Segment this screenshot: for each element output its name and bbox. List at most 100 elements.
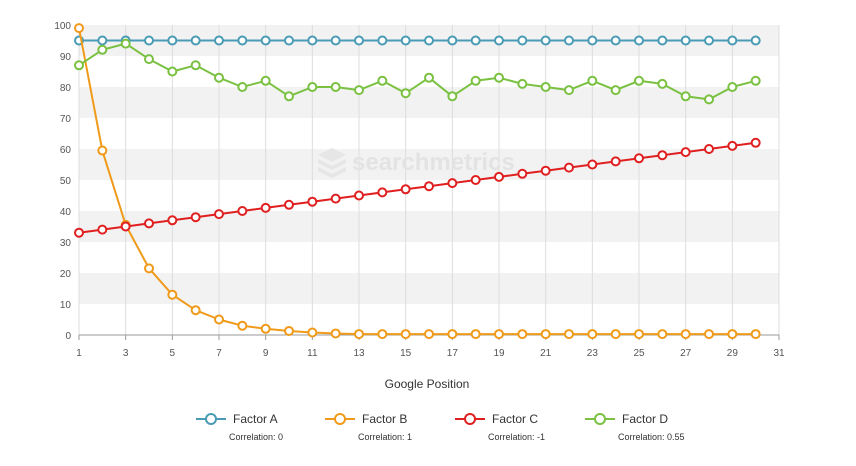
legend: Factor A Correlation: 0 Factor B Correlatio… <box>196 412 685 442</box>
data-point-factor-d <box>447 91 458 102</box>
legend-correlation: Correlation: 0 <box>229 432 283 442</box>
x-tick-label: 21 <box>540 348 552 359</box>
y-tick-label: 0 <box>65 331 71 342</box>
y-tick-label: 10 <box>60 300 72 311</box>
data-point-factor-d <box>377 75 388 86</box>
data-point-factor-a <box>634 35 644 46</box>
data-point-factor-d <box>540 82 551 92</box>
legend-item-factor-a[interactable]: Factor A Correlation: 0 <box>196 412 283 442</box>
x-tick-label: 27 <box>680 348 692 359</box>
data-point-factor-c <box>237 206 248 216</box>
data-point-factor-d <box>587 75 598 86</box>
data-point-factor-d <box>144 54 154 65</box>
searchmetrics-watermark: searchmetrics <box>318 148 515 178</box>
data-point-factor-a <box>284 35 294 46</box>
data-point-factor-b <box>307 327 318 338</box>
data-point-factor-d <box>354 85 364 96</box>
data-point-factor-a <box>494 35 504 46</box>
data-point-factor-c <box>354 190 364 201</box>
data-point-factor-b <box>610 329 621 340</box>
data-point-factor-b <box>214 314 224 325</box>
data-point-factor-a <box>214 35 224 46</box>
x-tick-label: 17 <box>447 348 459 359</box>
x-tick-label: 19 <box>493 348 505 359</box>
data-point-factor-d <box>657 78 668 89</box>
data-point-factor-c <box>260 202 271 213</box>
data-point-factor-c <box>634 153 644 164</box>
x-tick-label: 9 <box>263 348 269 359</box>
data-point-factor-c <box>400 184 411 195</box>
data-point-factor-d <box>494 72 504 83</box>
legend-label: Factor C <box>492 412 538 426</box>
data-point-factor-d <box>74 60 84 71</box>
data-point-factor-a <box>470 35 481 46</box>
data-point-factor-d <box>97 44 108 55</box>
y-tick-label: 20 <box>60 269 72 280</box>
data-point-factor-b <box>470 329 481 340</box>
legend-item-factor-b[interactable]: Factor B Correlation: 1 <box>325 412 412 442</box>
data-point-factor-b <box>564 329 574 340</box>
data-point-factor-d <box>704 94 714 105</box>
data-point-factor-b <box>704 329 714 340</box>
legend-swatch-marker <box>334 413 346 425</box>
data-point-factor-b <box>680 329 691 340</box>
data-point-factor-a <box>190 35 201 46</box>
grid-band <box>79 87 779 118</box>
x-axis-title: Google Position <box>385 377 470 391</box>
x-tick-label: 7 <box>216 348 222 359</box>
data-point-factor-b <box>97 145 108 156</box>
x-axis-ticks: 1 3 5 7 9 11 13 15 17 19 21 23 25 27 29 31 <box>76 335 785 359</box>
legend-label: Factor D <box>622 412 668 426</box>
legend-correlation: Correlation: 0.55 <box>618 432 685 442</box>
grid-band <box>79 273 779 304</box>
data-point-factor-b <box>167 289 178 300</box>
data-point-factor-c <box>564 162 574 173</box>
data-point-factor-a <box>237 35 248 46</box>
data-point-factor-b <box>144 263 154 274</box>
data-point-factor-b <box>587 329 598 340</box>
x-tick-label: 11 <box>307 348 318 359</box>
data-point-factor-c <box>307 196 318 207</box>
data-point-factor-b <box>400 329 411 340</box>
data-point-factor-a <box>680 35 691 46</box>
series-group <box>74 23 761 340</box>
data-point-factor-a <box>377 35 388 46</box>
watermark-text: searchmetrics <box>352 149 515 176</box>
x-tick-label: 1 <box>76 348 82 359</box>
y-tick-label: 80 <box>60 83 72 94</box>
data-point-factor-c <box>610 156 621 167</box>
data-point-factor-a <box>307 35 318 46</box>
series-factor-c <box>74 137 761 238</box>
data-point-factor-a <box>704 35 714 46</box>
data-point-factor-c <box>680 147 691 158</box>
legend-item-factor-d[interactable]: Factor D Correlation: 0.55 <box>585 412 685 442</box>
data-point-factor-c <box>214 209 224 220</box>
data-point-factor-d <box>214 72 224 83</box>
data-point-factor-a <box>447 35 458 46</box>
data-point-factor-c <box>284 199 294 210</box>
series-factor-b <box>74 23 761 340</box>
data-point-factor-b <box>190 305 201 316</box>
data-point-factor-d <box>330 82 341 92</box>
data-point-factor-a <box>610 35 621 46</box>
series-factor-d <box>74 38 761 105</box>
x-tick-label: 29 <box>727 348 739 359</box>
data-point-factor-a <box>657 35 668 46</box>
data-point-factor-b <box>260 323 271 334</box>
data-point-factor-b <box>494 329 504 340</box>
data-point-factor-b <box>237 320 248 331</box>
x-tick-label: 25 <box>633 348 645 359</box>
data-point-factor-c <box>470 175 481 185</box>
data-point-factor-d <box>424 72 434 83</box>
data-point-factor-c <box>190 212 201 223</box>
x-tick-label: 31 <box>773 348 785 359</box>
y-tick-label: 100 <box>54 21 71 32</box>
data-point-factor-a <box>564 35 574 46</box>
data-point-factor-d <box>750 75 761 86</box>
data-point-factor-a <box>97 35 108 46</box>
legend-item-factor-c[interactable]: Factor C Correlation: -1 <box>455 412 545 442</box>
data-point-factor-c <box>494 171 504 182</box>
data-point-factor-d <box>307 82 318 92</box>
data-point-factor-a <box>540 35 551 46</box>
data-point-factor-b <box>750 329 761 340</box>
